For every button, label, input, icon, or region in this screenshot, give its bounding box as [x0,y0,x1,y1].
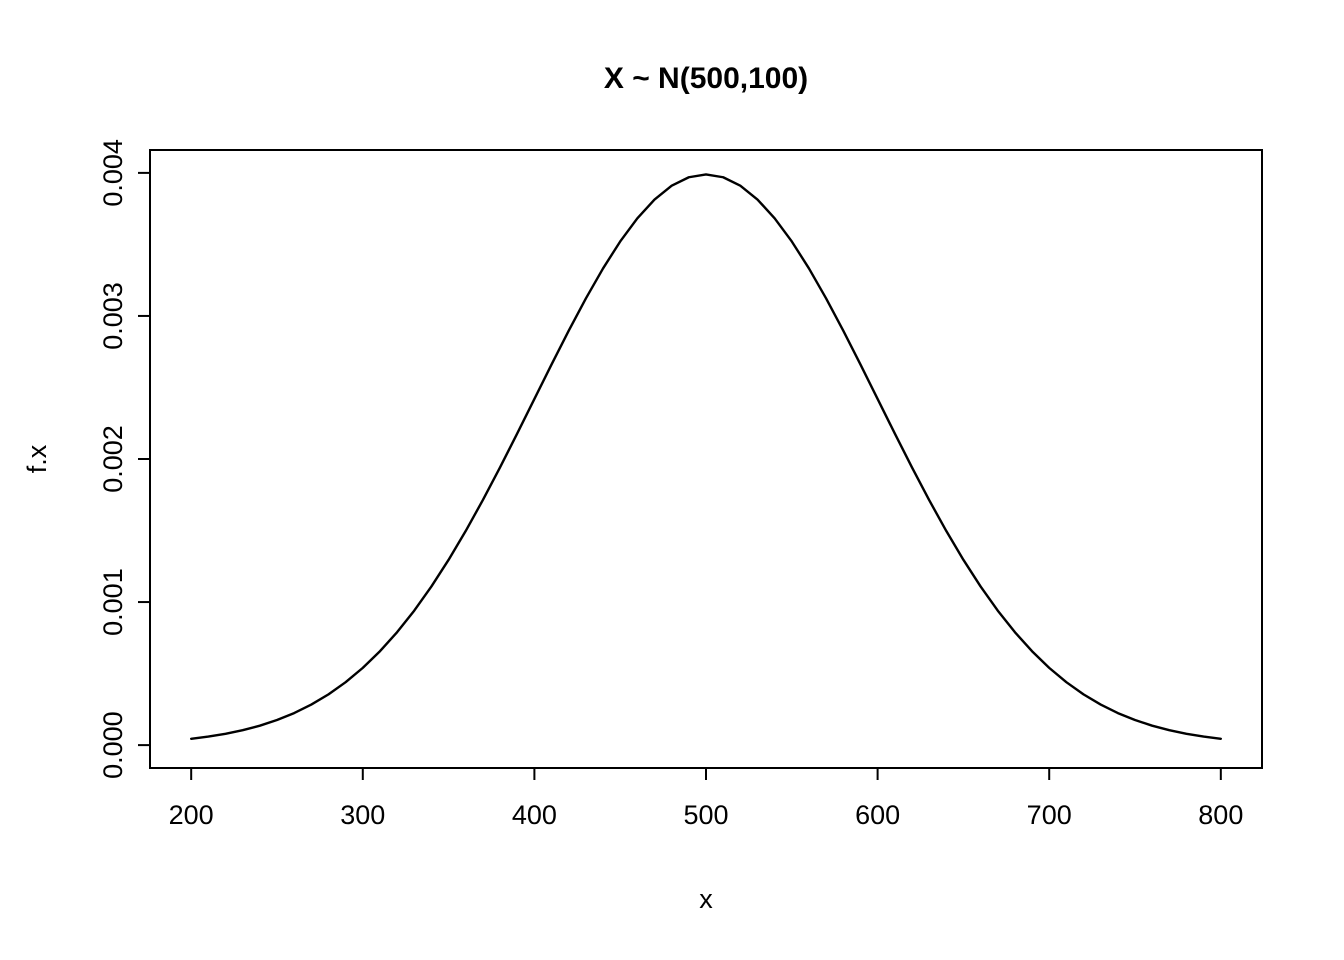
y-tick-label: 0.001 [98,568,128,636]
plot-area: 200 300 400 500 600 700 800 0.0000.0010.0020.0… [98,139,1263,830]
x-tick-label: 500 [683,800,728,830]
x-axis: 200 300 400 500 600 700 800 [169,768,1243,830]
chart-title: X ~ N(500,100) [604,62,808,95]
y-tick-label: 0.000 [98,711,128,779]
y-tick-label: 0.004 [98,139,128,207]
density-curve [189,173,1223,740]
x-tick-label: 400 [512,800,557,830]
y-axis-label: f.x [22,444,52,473]
x-axis-label: x [699,884,713,914]
x-tick-label: 800 [1198,800,1243,830]
x-tick-label: 300 [340,800,385,830]
y-tick-label: 0.003 [98,282,128,350]
y-tick-label: 0.002 [98,425,128,493]
x-tick-label: 600 [855,800,900,830]
plot-box [149,149,1263,769]
x-tick-label: 200 [169,800,214,830]
y-axis: 0.000 0.001 0.002 0.003 0.004 [98,139,150,779]
x-tick-label: 700 [1027,800,1072,830]
